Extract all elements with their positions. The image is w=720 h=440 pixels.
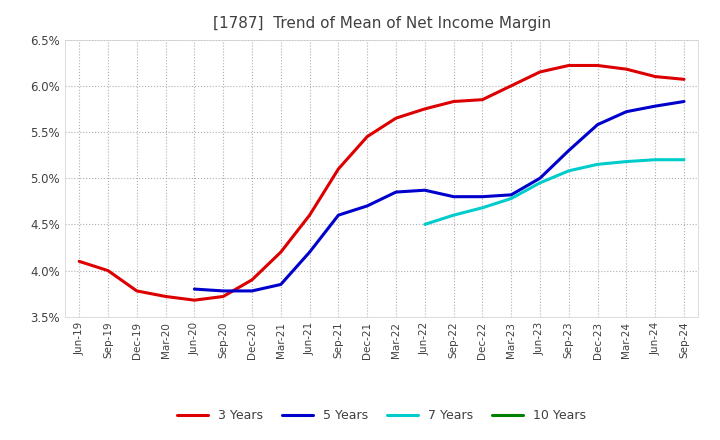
3 Years	[363, 134, 372, 139]
7 Years	[478, 205, 487, 210]
7 Years	[507, 196, 516, 201]
3 Years	[651, 74, 660, 79]
5 Years	[334, 213, 343, 218]
7 Years	[651, 157, 660, 162]
Line: 5 Years: 5 Years	[194, 102, 684, 291]
5 Years	[651, 103, 660, 109]
5 Years	[276, 282, 285, 287]
3 Years	[161, 294, 170, 299]
3 Years	[622, 66, 631, 72]
3 Years	[276, 249, 285, 255]
3 Years	[132, 288, 141, 293]
3 Years	[392, 115, 400, 121]
3 Years	[536, 70, 544, 75]
7 Years	[449, 213, 458, 218]
5 Years	[219, 288, 228, 293]
3 Years	[680, 77, 688, 82]
5 Years	[507, 192, 516, 198]
5 Years	[536, 176, 544, 181]
5 Years	[363, 203, 372, 209]
3 Years	[219, 294, 228, 299]
3 Years	[564, 63, 573, 68]
5 Years	[420, 187, 429, 193]
Line: 7 Years: 7 Years	[425, 160, 684, 224]
3 Years	[248, 277, 256, 282]
5 Years	[392, 189, 400, 194]
3 Years	[305, 213, 314, 218]
5 Years	[248, 288, 256, 293]
3 Years	[334, 166, 343, 172]
5 Years	[478, 194, 487, 199]
3 Years	[507, 83, 516, 88]
Line: 3 Years: 3 Years	[79, 66, 684, 300]
5 Years	[190, 286, 199, 292]
5 Years	[680, 99, 688, 104]
7 Years	[622, 159, 631, 164]
3 Years	[593, 63, 602, 68]
7 Years	[564, 168, 573, 173]
3 Years	[478, 97, 487, 102]
3 Years	[190, 297, 199, 303]
3 Years	[420, 106, 429, 111]
Legend: 3 Years, 5 Years, 7 Years, 10 Years: 3 Years, 5 Years, 7 Years, 10 Years	[172, 404, 591, 427]
5 Years	[305, 249, 314, 255]
5 Years	[593, 122, 602, 127]
7 Years	[593, 162, 602, 167]
3 Years	[449, 99, 458, 104]
5 Years	[449, 194, 458, 199]
5 Years	[622, 109, 631, 114]
5 Years	[564, 148, 573, 153]
Title: [1787]  Trend of Mean of Net Income Margin: [1787] Trend of Mean of Net Income Margi…	[212, 16, 551, 32]
7 Years	[420, 222, 429, 227]
3 Years	[104, 268, 112, 273]
7 Years	[536, 180, 544, 186]
3 Years	[75, 259, 84, 264]
7 Years	[680, 157, 688, 162]
